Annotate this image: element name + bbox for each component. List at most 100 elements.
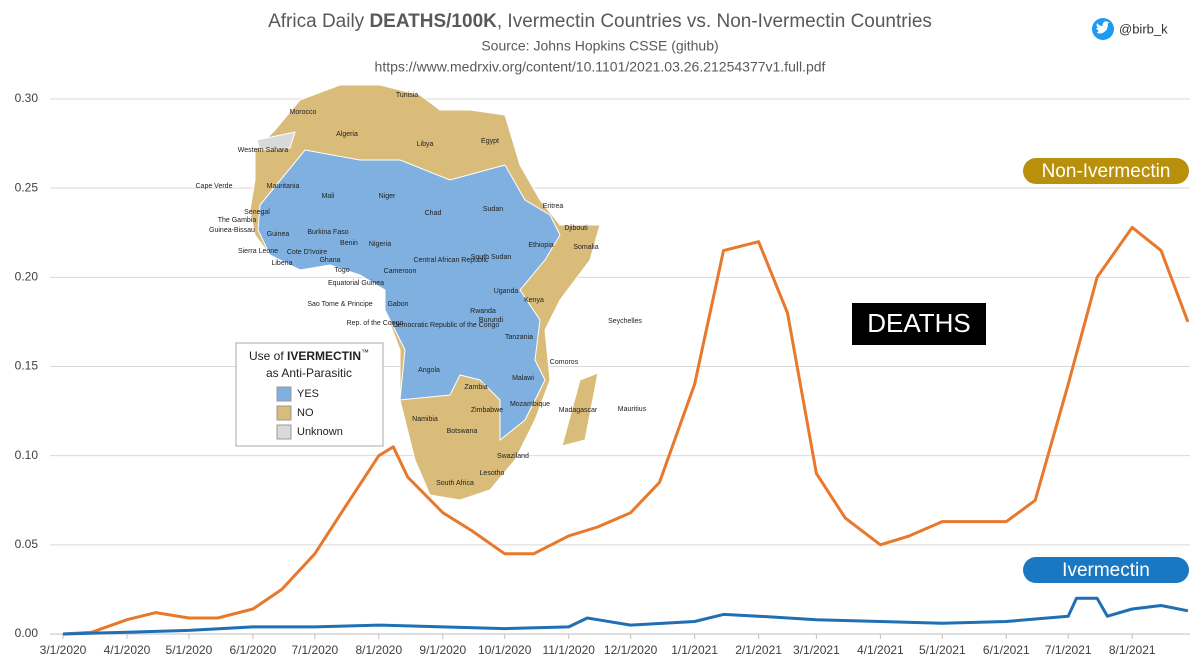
country-label: Togo	[334, 267, 349, 274]
x-tick-label: 7/1/2021	[1045, 643, 1092, 657]
handle: @birb_k	[1119, 21, 1168, 36]
country-label: Cote D'Ivoire	[287, 249, 327, 256]
country-label: Ghana	[319, 257, 340, 264]
x-tick-label: 6/1/2021	[983, 643, 1030, 657]
country-label: Democratic Republic of the Congo	[393, 322, 500, 329]
country-label: Somalia	[573, 244, 598, 251]
x-tick-label: 7/1/2020	[291, 643, 338, 657]
country-label: Tanzania	[505, 334, 533, 341]
x-tick-label: 8/1/2020	[355, 643, 402, 657]
country-label: Cape Verde	[196, 183, 233, 190]
country-label: Nigeria	[369, 241, 391, 248]
annotation: DEATHS	[867, 308, 971, 338]
country-label: Benin	[340, 240, 358, 247]
legend-badge	[1023, 557, 1189, 583]
country-label: Burkina Faso	[307, 229, 348, 236]
country-label: Botswana	[447, 428, 478, 435]
map-land-unknown	[256, 131, 296, 151]
x-tick-label: 11/1/2020	[542, 643, 595, 657]
map-legend-label: NO	[297, 407, 314, 419]
country-label: Madagascar	[559, 407, 598, 414]
country-label: Namibia	[412, 416, 438, 423]
country-label: Sudan	[483, 206, 503, 213]
x-tick-label: 6/1/2020	[230, 643, 277, 657]
map-madagascar	[561, 372, 599, 447]
country-label: Western Sahara	[238, 147, 289, 154]
x-tick-label: 5/1/2020	[166, 643, 213, 657]
map-legend-subtitle: as Anti-Parasitic	[266, 366, 352, 380]
country-label: Mauritania	[267, 183, 300, 190]
x-tick-label: 1/1/2021	[671, 643, 718, 657]
country-label: Angola	[418, 367, 440, 374]
map-legend-title-part: Use of	[249, 349, 287, 363]
x-tick-label: 4/1/2020	[104, 643, 151, 657]
country-label: Mozambique	[510, 401, 550, 408]
map-legend-box	[235, 342, 384, 447]
country-label: Mauritius	[618, 406, 647, 413]
country-label: Libya	[417, 141, 434, 148]
series-line	[62, 596, 1189, 636]
x-tick-label: 9/1/2020	[419, 643, 466, 657]
country-label: South Africa	[436, 480, 474, 487]
x-tick-label: 4/1/2021	[857, 643, 904, 657]
country-label: Guinea-Bissau	[209, 227, 255, 234]
map-legend-label: Unknown	[297, 426, 343, 438]
x-tick-label: 5/1/2021	[919, 643, 966, 657]
country-label: Sierra Leone	[238, 248, 278, 255]
country-label: Zimbabwe	[471, 407, 503, 414]
country-label: Mali	[322, 193, 335, 200]
map-legend-label: YES	[297, 388, 319, 400]
country-label: Algeria	[336, 131, 358, 138]
map-legend-swatch	[276, 405, 292, 421]
country-label: Equatorial Guinea	[328, 280, 384, 287]
country-label: Zambia	[464, 384, 487, 391]
country-label: Cameroon	[384, 268, 417, 275]
map-legend-title-part: IVERMECTIN	[287, 349, 361, 363]
legend-label: Ivermectin	[1062, 560, 1150, 581]
country-label: Tunisia	[396, 92, 418, 99]
legend-label: Non-Ivermectin	[1042, 161, 1171, 182]
country-label: Djibouti	[564, 225, 588, 232]
y-tick-label: 0.15	[15, 359, 39, 373]
country-label: Sao Tome & Principe	[307, 301, 372, 308]
title-part: , Ivermectin Countries vs. Non-Ivermecti…	[497, 11, 932, 32]
source-url: https://www.medrxiv.org/content/10.1101/…	[375, 59, 826, 75]
country-label: The Gambia	[218, 217, 257, 224]
twitter-bird	[1096, 21, 1110, 34]
map-legend-swatch	[276, 424, 292, 440]
y-tick-label: 0.05	[15, 537, 39, 551]
y-tick-label: 0.30	[15, 91, 39, 105]
title-part: DEATHS/100K	[369, 11, 497, 32]
country-label: Kenya	[524, 297, 544, 304]
country-label: Senegal	[244, 209, 270, 216]
map-legend-title-part: ™	[361, 348, 369, 357]
country-label: Comoros	[550, 359, 579, 366]
country-label: Malawi	[512, 375, 534, 382]
map-legend-title: Use of IVERMECTIN™	[249, 348, 369, 363]
country-label: Liberia	[271, 260, 292, 267]
x-tick-label: 2/1/2021	[735, 643, 782, 657]
country-label: Seychelles	[608, 318, 642, 325]
country-label: Niger	[379, 193, 396, 200]
x-tick-label: 3/1/2020	[40, 643, 87, 657]
map-legend: Use of IVERMECTIN™ as Anti-Parasitic YES…	[235, 342, 384, 447]
y-tick-label: 0.25	[15, 180, 39, 194]
y-tick-label: 0.00	[15, 626, 39, 640]
country-label: South Sudan	[471, 254, 512, 261]
annotation-box	[852, 303, 986, 345]
title-part: Africa Daily	[268, 11, 369, 32]
subtitle: Source: Johns Hopkins CSSE (github)	[481, 38, 718, 54]
country-label: Guinea	[267, 231, 290, 238]
country-label: Rwanda	[470, 308, 496, 315]
map-legend-swatch	[276, 386, 292, 402]
country-label: Lesotho	[480, 470, 505, 477]
series-line	[62, 225, 1190, 636]
africa-map: Tunisia Morocco Algeria Libya Egypt Western S…	[196, 84, 647, 501]
legend-badge	[1023, 158, 1189, 184]
country-label: Burundi	[479, 317, 504, 324]
country-label: Swaziland	[497, 453, 529, 460]
x-tick-label: 12/1/2020	[604, 643, 658, 657]
country-label: Egypt	[481, 138, 499, 145]
map-land-yes	[257, 149, 561, 442]
